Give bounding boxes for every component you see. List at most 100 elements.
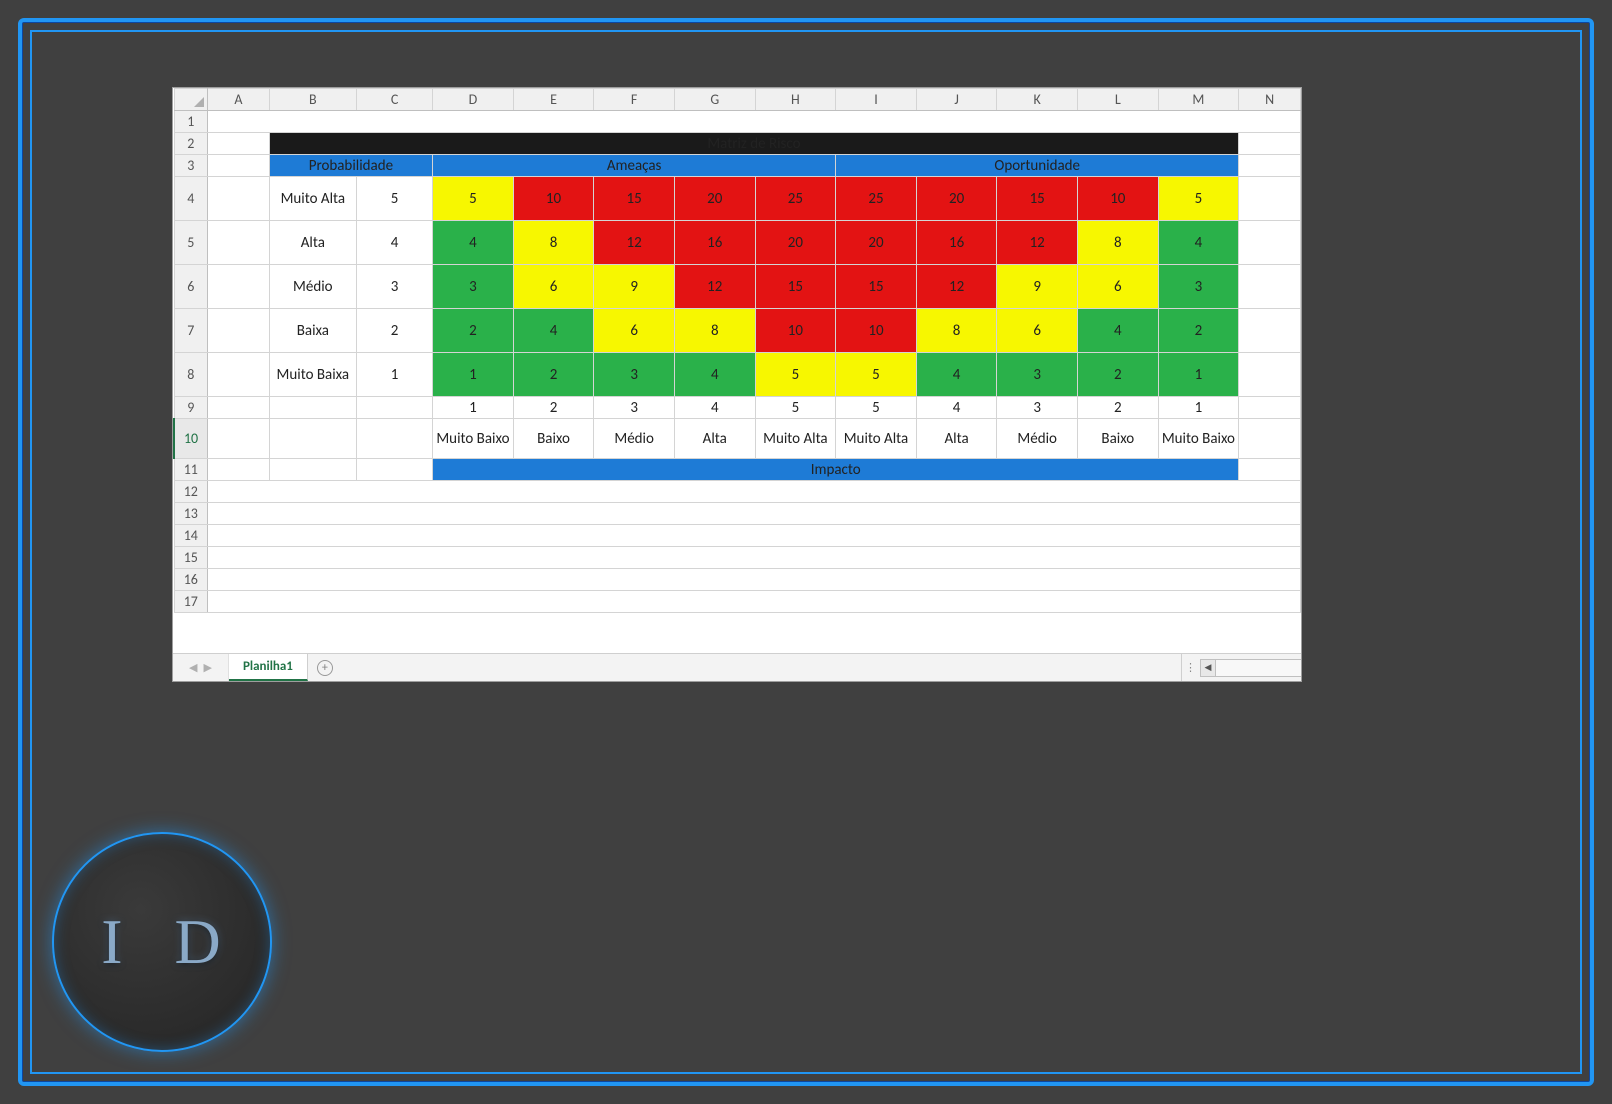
cell[interactable] (356, 397, 432, 419)
row-header[interactable]: 2 (174, 133, 208, 155)
row-header[interactable]: 13 (174, 503, 208, 525)
cell[interactable] (208, 265, 270, 309)
impact-val[interactable]: 1 (433, 397, 514, 419)
row-header[interactable]: 7 (174, 309, 208, 353)
cell[interactable] (208, 419, 270, 459)
col-header[interactable]: H (755, 89, 836, 111)
impact-label[interactable]: Muito Baixo (1158, 419, 1239, 459)
col-header[interactable]: K (997, 89, 1078, 111)
cell[interactable] (1239, 459, 1301, 481)
risk-cell[interactable]: 4 (1158, 221, 1239, 265)
row-header[interactable]: 15 (174, 547, 208, 569)
risk-cell[interactable]: 16 (916, 221, 997, 265)
prob-value[interactable]: 1 (356, 353, 432, 397)
col-header[interactable]: F (594, 89, 675, 111)
prob-label[interactable]: Baixa (269, 309, 356, 353)
impact-header[interactable]: Impacto (433, 459, 1239, 481)
row-header[interactable]: 3 (174, 155, 208, 177)
impact-label[interactable]: Médio (997, 419, 1078, 459)
opps-header[interactable]: Oportunidade (836, 155, 1239, 177)
risk-cell[interactable]: 20 (916, 177, 997, 221)
risk-cell[interactable]: 25 (836, 177, 917, 221)
risk-cell[interactable]: 20 (755, 221, 836, 265)
cell[interactable] (356, 459, 432, 481)
risk-cell[interactable]: 15 (755, 265, 836, 309)
cell[interactable] (1239, 221, 1301, 265)
risk-cell[interactable]: 6 (513, 265, 594, 309)
row-header[interactable]: 4 (174, 177, 208, 221)
cell[interactable] (269, 459, 356, 481)
row-header[interactable]: 17 (174, 591, 208, 613)
impact-val[interactable]: 3 (594, 397, 675, 419)
scroll-left-icon[interactable]: ◀ (1200, 659, 1216, 677)
add-sheet-button[interactable]: + (308, 654, 342, 681)
title-cell[interactable]: Matriz de Risco (269, 133, 1239, 155)
risk-cell[interactable]: 10 (836, 309, 917, 353)
row-header[interactable]: 8 (174, 353, 208, 397)
row-header[interactable]: 11 (174, 459, 208, 481)
risk-cell[interactable]: 6 (997, 309, 1078, 353)
sheet-tab-active[interactable]: Planilha1 (229, 654, 308, 681)
risk-cell[interactable]: 15 (836, 265, 917, 309)
col-header[interactable]: B (269, 89, 356, 111)
cell[interactable] (1239, 353, 1301, 397)
risk-cell[interactable]: 4 (674, 353, 755, 397)
prob-value[interactable]: 3 (356, 265, 432, 309)
cell[interactable] (208, 177, 270, 221)
risk-cell[interactable]: 2 (1078, 353, 1159, 397)
impact-label[interactable]: Alta (674, 419, 755, 459)
row-header[interactable]: 16 (174, 569, 208, 591)
risk-cell[interactable]: 5 (1158, 177, 1239, 221)
cell[interactable] (1239, 177, 1301, 221)
cell[interactable] (208, 591, 1301, 613)
impact-val[interactable]: 1 (1158, 397, 1239, 419)
cell[interactable] (269, 419, 356, 459)
risk-cell[interactable]: 9 (594, 265, 675, 309)
col-header[interactable]: G (674, 89, 755, 111)
col-header[interactable]: D (433, 89, 514, 111)
cell[interactable] (208, 397, 270, 419)
spreadsheet-grid[interactable]: A B C D E F G H I J K L M N (173, 88, 1301, 653)
impact-label[interactable]: Muito Alta (836, 419, 917, 459)
risk-cell[interactable]: 3 (594, 353, 675, 397)
risk-cell[interactable]: 2 (433, 309, 514, 353)
cell[interactable] (208, 569, 1301, 591)
cell[interactable] (1239, 265, 1301, 309)
cell[interactable] (1239, 133, 1301, 155)
horizontal-scrollbar[interactable]: ⋮ ◀ (1181, 654, 1301, 681)
cell[interactable] (1239, 419, 1301, 459)
impact-val[interactable]: 5 (755, 397, 836, 419)
cell[interactable] (208, 481, 1301, 503)
impact-label[interactable]: Médio (594, 419, 675, 459)
risk-cell[interactable]: 12 (674, 265, 755, 309)
col-header[interactable]: C (356, 89, 432, 111)
threats-header[interactable]: Ameaças (433, 155, 836, 177)
risk-cell[interactable]: 16 (674, 221, 755, 265)
row-header[interactable]: 10 (174, 419, 208, 459)
col-header[interactable]: E (513, 89, 594, 111)
risk-cell[interactable]: 25 (755, 177, 836, 221)
risk-cell[interactable]: 6 (1078, 265, 1159, 309)
cell[interactable] (208, 111, 1301, 133)
risk-cell[interactable]: 9 (997, 265, 1078, 309)
col-header[interactable]: A (208, 89, 270, 111)
impact-val[interactable]: 4 (916, 397, 997, 419)
impact-val[interactable]: 2 (1078, 397, 1159, 419)
prob-label[interactable]: Muito Alta (269, 177, 356, 221)
row-header[interactable]: 14 (174, 525, 208, 547)
risk-cell[interactable]: 5 (755, 353, 836, 397)
cell[interactable] (208, 525, 1301, 547)
cell[interactable] (208, 547, 1301, 569)
impact-label[interactable]: Baixo (513, 419, 594, 459)
col-header[interactable]: N (1239, 89, 1301, 111)
cell[interactable] (208, 309, 270, 353)
risk-cell[interactable]: 15 (594, 177, 675, 221)
risk-cell[interactable]: 15 (997, 177, 1078, 221)
row-header[interactable]: 9 (174, 397, 208, 419)
col-header[interactable]: I (836, 89, 917, 111)
risk-cell[interactable]: 8 (1078, 221, 1159, 265)
col-header[interactable]: J (916, 89, 997, 111)
risk-cell[interactable]: 4 (513, 309, 594, 353)
cell[interactable] (208, 353, 270, 397)
risk-cell[interactable]: 10 (513, 177, 594, 221)
